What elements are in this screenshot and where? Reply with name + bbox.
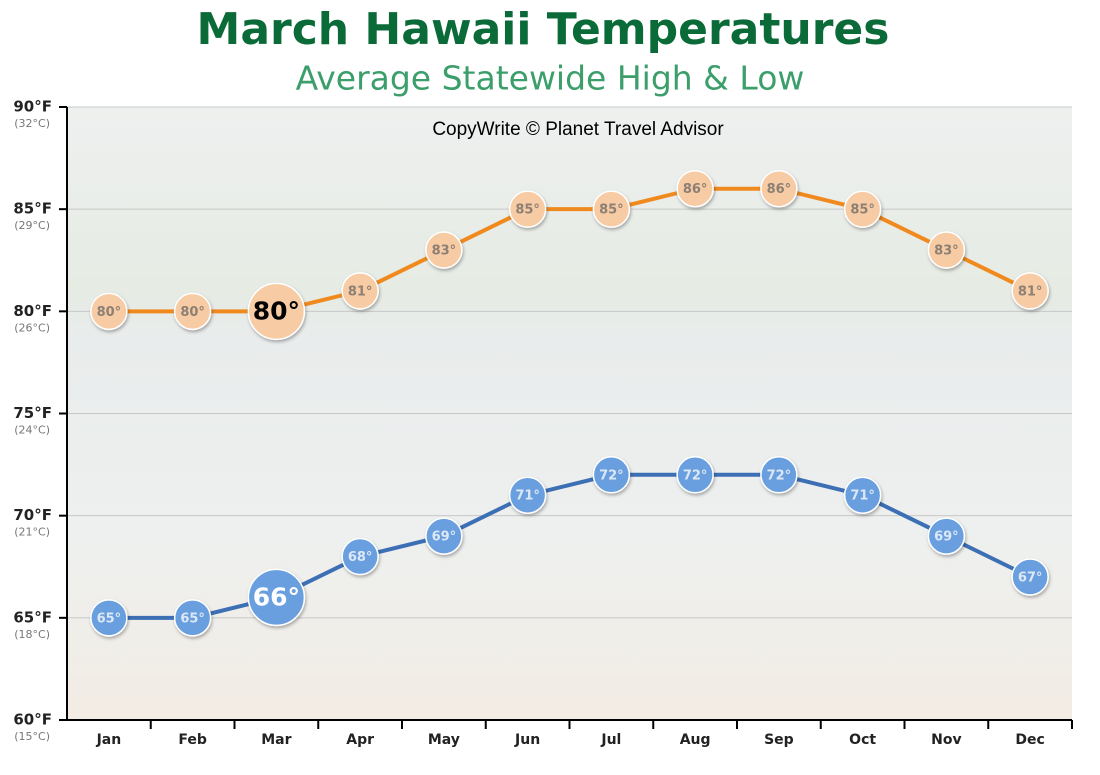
data-label: 71°: [850, 489, 875, 504]
y-tick-sublabel: (32°C): [14, 117, 50, 130]
point-marker: [247, 282, 306, 341]
point-marker: [90, 599, 128, 637]
point-marker: [341, 537, 379, 576]
x-tick-label: Mar: [261, 732, 291, 748]
point-marker: [90, 292, 128, 331]
y-tick-sublabel: (24°C): [14, 424, 50, 437]
point-marker: [927, 517, 966, 555]
data-label: 66°: [253, 582, 300, 611]
x-tick-label: Oct: [849, 732, 876, 748]
point-marker: [760, 456, 798, 494]
point-marker: [592, 456, 631, 494]
data-label: 69°: [934, 530, 959, 545]
chart-subtitle: Average Statewide High & Low: [296, 59, 805, 98]
point-marker: [341, 272, 379, 310]
y-tick-label: 60°F: [13, 711, 52, 729]
y-tick-sublabel: (15°C): [14, 730, 50, 743]
data-label: 72°: [599, 468, 624, 483]
chart-title: March Hawaii Temperatures: [197, 4, 890, 55]
data-label: 69°: [432, 530, 457, 545]
annotation: CopyWrite © Planet Travel Advisor: [432, 119, 724, 140]
x-tick-label: Apr: [346, 732, 374, 748]
y-tick-label: 70°F: [13, 506, 52, 524]
data-label: 81°: [1018, 284, 1043, 299]
data-label: 65°: [97, 611, 122, 626]
point-marker: [592, 190, 631, 228]
data-label: 80°: [97, 305, 122, 320]
point-marker: [760, 169, 798, 208]
x-tick-label: Jan: [96, 732, 122, 748]
data-label: 85°: [515, 203, 540, 218]
data-label: 71°: [515, 489, 540, 504]
point-marker: [676, 456, 714, 494]
data-label: 85°: [599, 203, 624, 218]
x-tick-label: May: [428, 732, 460, 748]
y-tick-label: 80°F: [13, 302, 52, 320]
x-tick-label: Nov: [931, 732, 961, 748]
point-marker: [425, 517, 463, 555]
data-label: 80°: [253, 296, 300, 325]
x-tick-label: Feb: [178, 732, 207, 748]
x-tick-label: Dec: [1015, 732, 1044, 748]
data-label: 80°: [180, 305, 205, 320]
x-tick-label: Jul: [600, 732, 621, 748]
y-tick-sublabel: (26°C): [14, 321, 50, 334]
point-marker: [927, 231, 966, 269]
x-tick-label: Aug: [680, 732, 711, 748]
data-label: 67°: [1018, 570, 1043, 585]
point-marker: [425, 231, 463, 269]
y-tick-label: 75°F: [13, 404, 52, 422]
point-marker: [247, 568, 306, 627]
data-label: 86°: [683, 182, 708, 197]
point-marker: [843, 190, 882, 228]
data-label: 65°: [180, 611, 205, 626]
data-label: 68°: [348, 550, 373, 565]
x-tick-label: Jun: [514, 732, 540, 748]
point-marker: [173, 292, 212, 331]
y-tick-label: 90°F: [13, 98, 52, 116]
y-tick-sublabel: (18°C): [14, 628, 50, 641]
point-marker: [676, 169, 714, 208]
y-tick-sublabel: (29°C): [14, 219, 50, 232]
data-label: 83°: [934, 244, 959, 259]
y-tick-label: 65°F: [13, 608, 52, 626]
point-marker: [173, 599, 212, 637]
point-marker: [1011, 272, 1049, 310]
data-label: 81°: [348, 284, 373, 299]
y-tick-sublabel: (21°C): [14, 526, 50, 539]
data-label: 85°: [850, 203, 875, 218]
point-marker: [508, 190, 547, 228]
point-marker: [508, 476, 547, 514]
data-label: 72°: [683, 468, 708, 483]
data-label: 83°: [432, 244, 457, 259]
data-label: 72°: [767, 468, 792, 483]
point-marker: [1011, 558, 1049, 596]
y-tick-label: 85°F: [13, 200, 52, 218]
x-tick-label: Sep: [764, 732, 794, 748]
point-marker: [843, 476, 882, 514]
data-label: 86°: [767, 182, 792, 197]
